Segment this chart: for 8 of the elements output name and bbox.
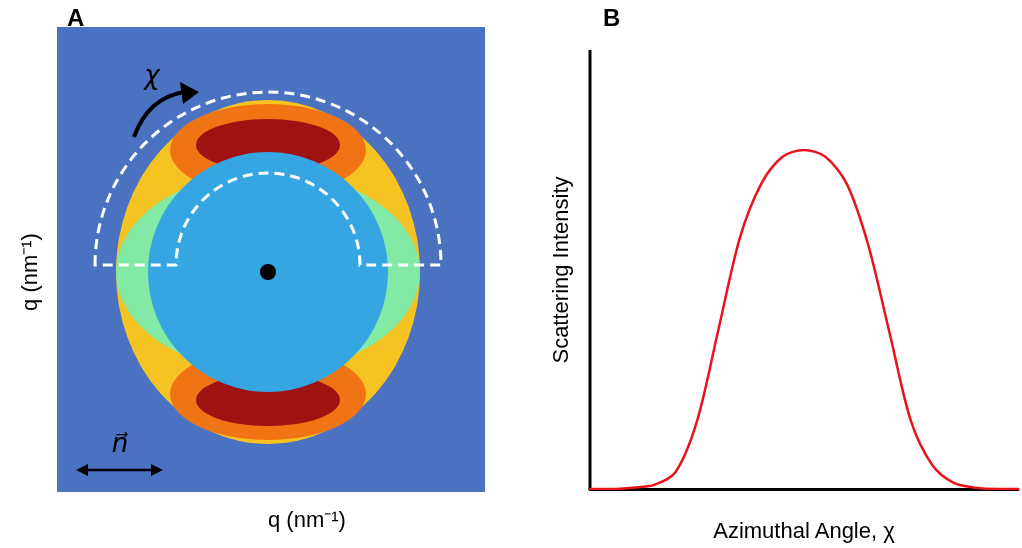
chart-title: B [603, 3, 621, 31]
text: A [67, 3, 85, 31]
text: n⃗ [111, 428, 129, 458]
x-axis-title: Azimuthal Angle, χ [713, 517, 896, 543]
text: q (nm⁻¹) [268, 506, 346, 532]
y-axis-title: Scattering Intensity [547, 176, 573, 364]
text: χ [142, 60, 162, 90]
text: q (nm⁻¹) [16, 233, 42, 311]
